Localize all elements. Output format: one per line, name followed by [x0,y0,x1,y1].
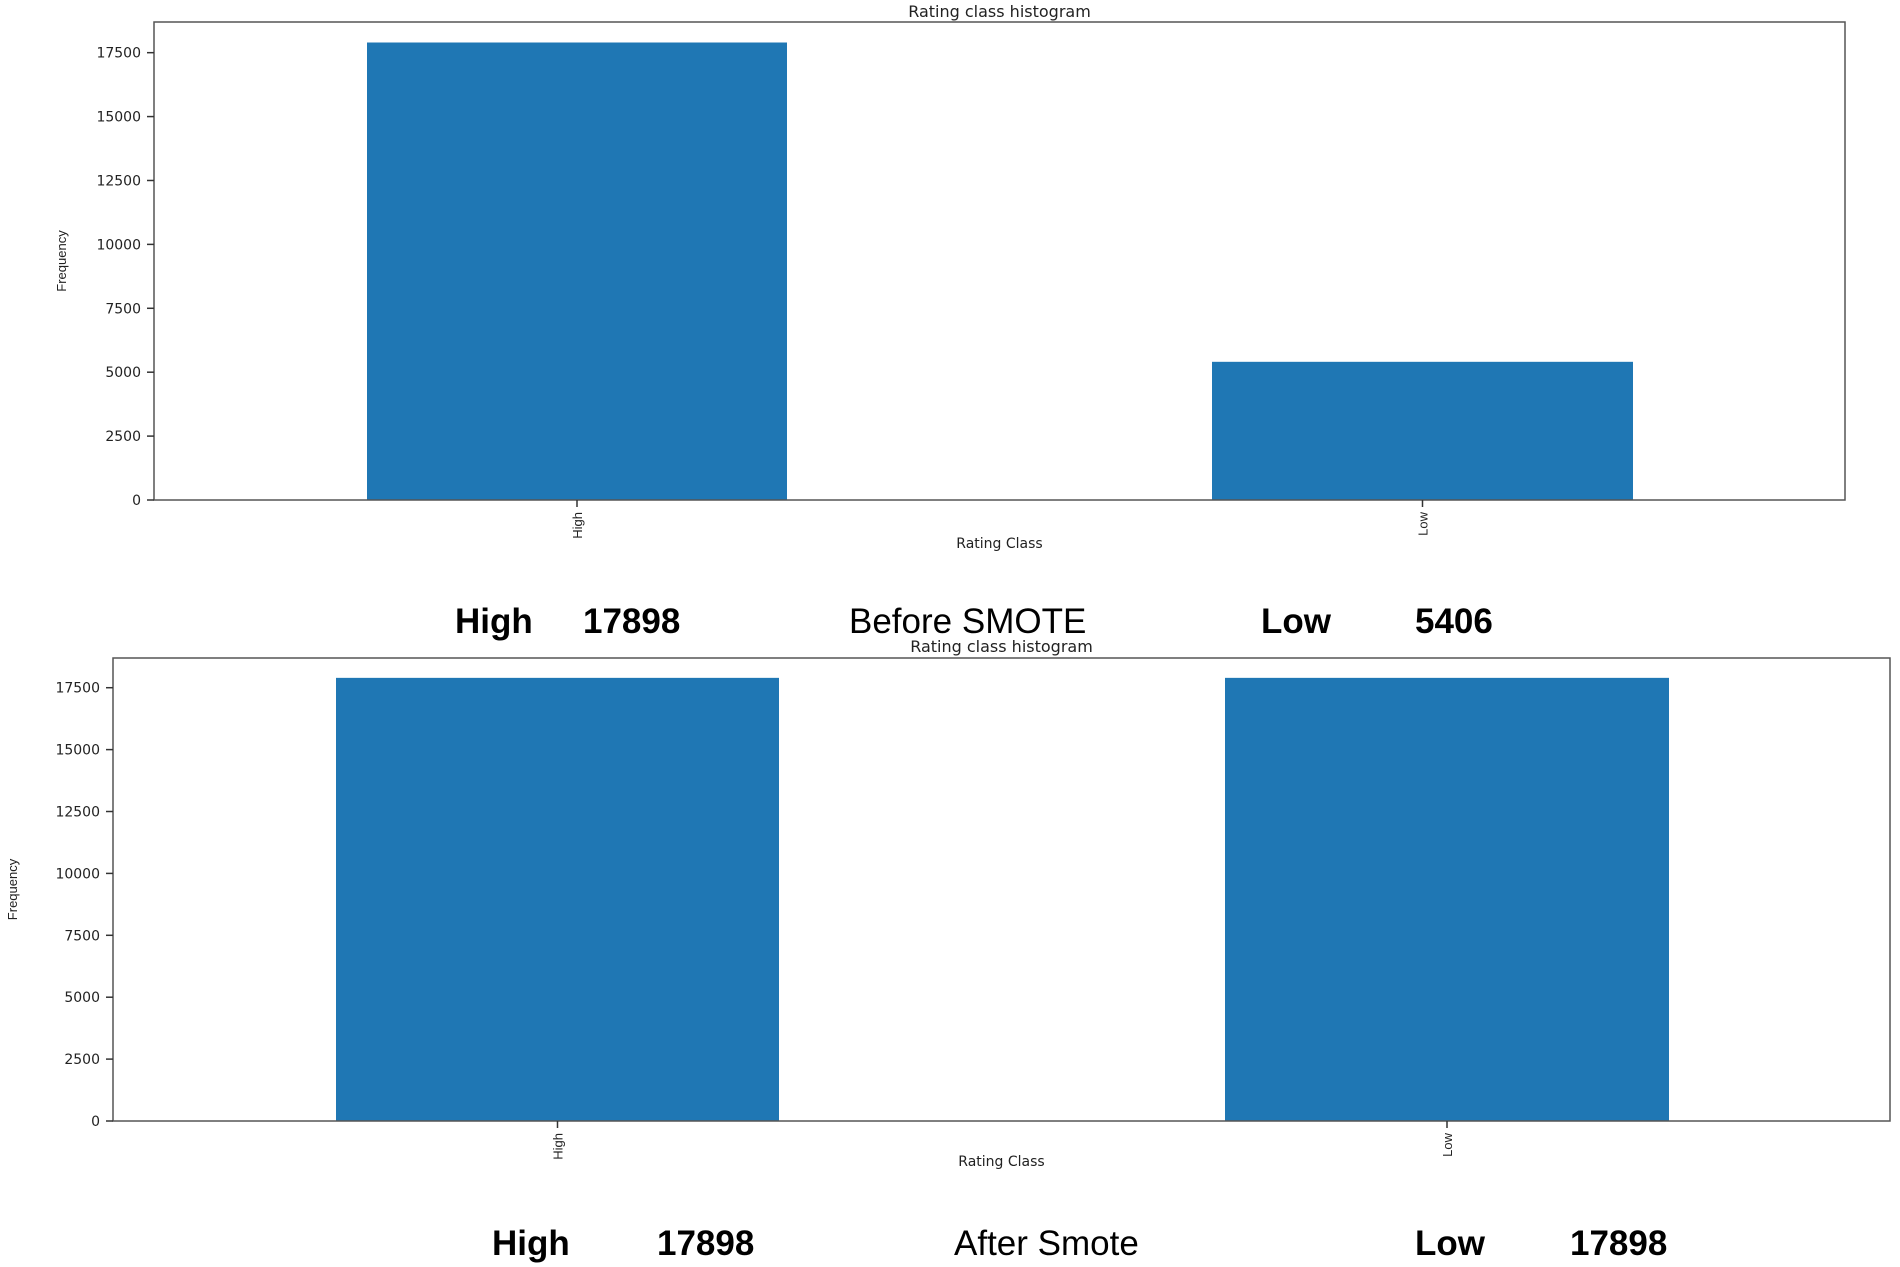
y-tick-label: 12500 [96,173,141,189]
y-tick-label: 7500 [105,301,141,317]
chart-before-smote: 0 2500 5000 7500 10000 12500 15000 17500 High Low… [54,2,1846,552]
y-tick-label: 7500 [64,928,100,944]
y-tick-label: 17500 [96,46,141,62]
chart-after-smote: 0 2500 5000 7500 10000 12500 15000 17500 High Low… [5,637,1891,1170]
y-tick-label: 5000 [64,990,100,1006]
after-low-label: Low [1415,1224,1485,1263]
before-high-value: 17898 [583,602,681,641]
y-tick-label: 15000 [55,743,100,759]
after-high-label: High [492,1224,570,1263]
before-high-label: High [455,602,533,641]
bar-low [1225,677,1669,1121]
y-tick-label: 2500 [64,1052,100,1068]
y-tick-label: 10000 [55,866,100,882]
x-tick-label: Low [1440,1132,1455,1156]
y-tick-label: 15000 [96,110,141,126]
y-tick-label: 0 [91,1114,100,1130]
y-tick-label: 10000 [96,237,141,253]
y-tick-label: 0 [132,493,141,509]
y-axis-label: Frequency [54,230,69,292]
y-tick-label: 5000 [105,365,141,381]
x-tick-label: High [551,1133,566,1160]
y-tick-label: 17500 [55,681,100,697]
x-tick-label: High [570,512,585,539]
bar-high [336,677,779,1121]
after-low-value: 17898 [1570,1224,1668,1263]
y-tick-label: 2500 [105,429,141,445]
chart-title: Rating class histogram [908,2,1091,21]
before-low-value: 5406 [1415,602,1493,641]
y-axis-label: Frequency [5,858,20,920]
x-axis-label: Rating Class [958,1154,1044,1170]
after-high-value: 17898 [657,1224,755,1263]
plot-frame [153,21,1846,501]
before-smote-caption: Before SMOTE [849,602,1087,641]
x-tick-label: Low [1416,511,1431,535]
plot-frame [112,657,1891,1122]
before-low-label: Low [1261,602,1331,641]
y-tick-label: 12500 [55,805,100,821]
bar-low [1212,361,1633,500]
x-axis-label: Rating Class [956,536,1042,552]
bar-high [367,42,787,501]
after-smote-caption: After Smote [954,1224,1139,1263]
chart-title: Rating class histogram [910,637,1093,656]
